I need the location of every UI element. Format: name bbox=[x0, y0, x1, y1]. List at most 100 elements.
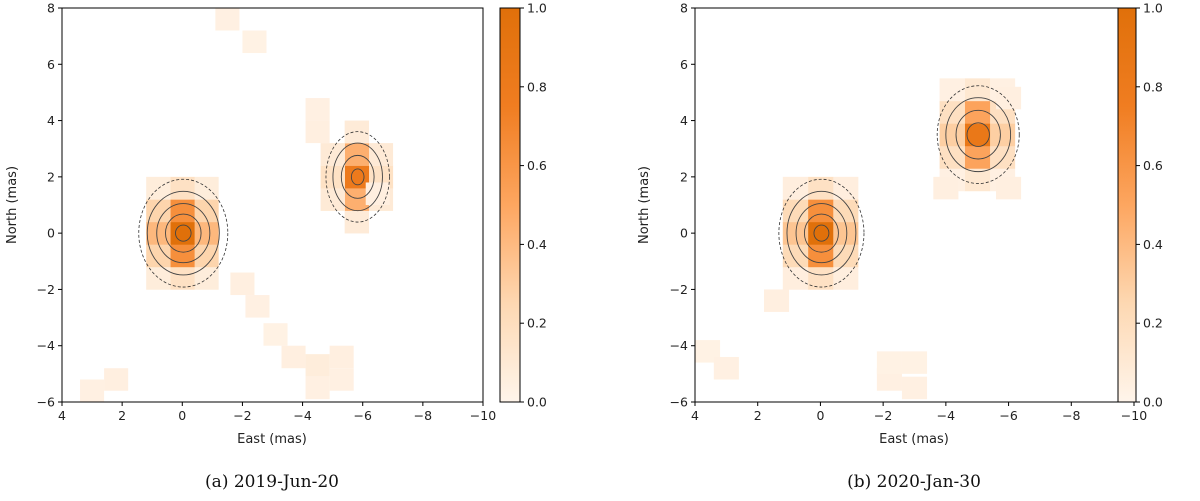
heatmap-cell bbox=[832, 176, 859, 200]
panel-a: 4 2 0 −2 −4 −6 −8 −10 −6 −4 −2 0 2 4 6 8 East (mas) No… bbox=[5, 1, 547, 493]
colorbar-tick-label: 1.0 bbox=[527, 1, 547, 16]
contour-line bbox=[803, 213, 839, 253]
y-tick-label: −6 bbox=[37, 395, 55, 410]
heatmap-cell bbox=[964, 168, 991, 192]
contour-line bbox=[340, 154, 375, 199]
heatmap-cell bbox=[344, 143, 370, 166]
x-tick-label: 4 bbox=[58, 408, 66, 423]
heatmap-cell bbox=[104, 368, 129, 391]
heatmap-cell bbox=[146, 221, 171, 245]
x-tick-label: −4 bbox=[293, 408, 311, 423]
heatmap-cell bbox=[230, 272, 255, 296]
heatmap-cell bbox=[782, 176, 809, 200]
contour-line bbox=[813, 224, 830, 242]
heatmap-cell bbox=[996, 176, 1022, 200]
x-axis-label-a: East (mas) bbox=[237, 432, 307, 447]
heatmap-cell bbox=[170, 266, 195, 290]
contour-line bbox=[786, 190, 857, 276]
heatmap-cell bbox=[763, 289, 790, 312]
contours-b bbox=[778, 85, 1020, 288]
heatmap-cell bbox=[194, 266, 219, 290]
heatmap-cell bbox=[996, 86, 1022, 110]
contour-line bbox=[138, 178, 229, 288]
heatmap-cell bbox=[320, 188, 345, 211]
heatmap-cell bbox=[305, 354, 330, 377]
colorbar-tick-label: 0.0 bbox=[1143, 395, 1163, 410]
x-tick-label: −2 bbox=[233, 408, 251, 423]
heatmap-cell bbox=[964, 78, 991, 102]
heatmap-cell bbox=[832, 266, 859, 290]
heatmap-cell bbox=[933, 176, 959, 200]
x-tick-label: −6 bbox=[999, 408, 1017, 423]
heatmap-cell bbox=[170, 176, 195, 200]
y-tick-label: −2 bbox=[37, 282, 55, 297]
y-axis-ticks-b: −6 −4 −2 0 2 4 6 8 bbox=[670, 1, 695, 410]
heatmap-cell bbox=[807, 176, 834, 200]
colorbar-tick-label: 0.0 bbox=[527, 395, 547, 410]
y-axis-label-a: North (mas) bbox=[5, 166, 20, 244]
contour-line bbox=[945, 97, 1012, 173]
colorbar-tick-label: 0.2 bbox=[1143, 316, 1163, 331]
y-tick-label: 8 bbox=[680, 1, 688, 16]
heatmap-cell bbox=[939, 123, 965, 147]
heatmap-cell bbox=[832, 221, 859, 245]
heatmap-cells-b bbox=[695, 78, 1022, 400]
heatmap-cell bbox=[964, 123, 991, 147]
heatmap-cell bbox=[964, 100, 991, 124]
x-tick-label: −8 bbox=[414, 408, 432, 423]
contour-line bbox=[795, 203, 848, 264]
x-axis-label-b: East (mas) bbox=[879, 432, 949, 447]
plot-frame-a bbox=[61, 7, 484, 403]
heatmap-cell bbox=[832, 199, 859, 223]
y-tick-label: 2 bbox=[47, 169, 55, 184]
x-axis-ticks-a: 4 2 0 −2 −4 −6 −8 −10 bbox=[58, 402, 496, 423]
contour-line bbox=[175, 224, 192, 242]
x-axis-ticks-b: 4 2 0 −2 −4 −6 −8 −10 bbox=[691, 402, 1147, 423]
heatmap-cell bbox=[782, 221, 809, 245]
y-tick-label: 8 bbox=[47, 1, 55, 16]
heatmap-cell bbox=[245, 295, 270, 318]
heatmap-cell bbox=[305, 120, 330, 144]
heatmap-cell bbox=[215, 8, 240, 31]
x-tick-label: −4 bbox=[937, 408, 955, 423]
heatmap-cell bbox=[782, 266, 809, 290]
y-axis-label-b: North (mas) bbox=[637, 166, 652, 244]
heatmap-cells-a bbox=[80, 8, 394, 402]
heatmap-cell bbox=[964, 145, 991, 169]
x-tick-label: 2 bbox=[754, 408, 762, 423]
contour-line bbox=[966, 122, 990, 147]
heatmap-cell bbox=[194, 244, 219, 268]
y-tick-label: 2 bbox=[680, 169, 688, 184]
colorbar-tick-label: 0.4 bbox=[527, 237, 547, 252]
x-tick-label: −6 bbox=[353, 408, 371, 423]
panel-b: 4 2 0 −2 −4 −6 −8 −10 −6 −4 −2 0 2 4 6 8 East (mas) No… bbox=[637, 1, 1163, 493]
heatmap-cell bbox=[782, 244, 809, 268]
contour-line bbox=[350, 168, 365, 186]
y-tick-label: −6 bbox=[670, 395, 688, 410]
heatmap-cell bbox=[146, 244, 171, 268]
x-tick-label: −2 bbox=[874, 408, 892, 423]
heatmap-cell bbox=[329, 368, 354, 391]
heatmap-cell bbox=[807, 266, 834, 290]
y-tick-label: −4 bbox=[37, 338, 55, 353]
y-axis-ticks-a: −6 −4 −2 0 2 4 6 8 bbox=[37, 1, 62, 410]
contour-line bbox=[955, 109, 1001, 160]
heatmap-cell bbox=[901, 351, 928, 374]
heatmap-cell bbox=[713, 356, 739, 380]
caption-a: (a) 2019-Jun-20 bbox=[205, 472, 339, 492]
y-tick-label: 4 bbox=[680, 113, 688, 128]
contour-line bbox=[332, 142, 383, 212]
heatmap-cell bbox=[344, 165, 370, 189]
heatmap-cell bbox=[807, 199, 834, 223]
contour-line bbox=[165, 213, 202, 253]
x-tick-label: −10 bbox=[470, 408, 496, 423]
colorbar-tick-label: 0.6 bbox=[1143, 158, 1163, 173]
heatmap-cell bbox=[876, 351, 902, 374]
heatmap-cell bbox=[365, 182, 390, 205]
heatmap-cell bbox=[194, 176, 219, 200]
heatmap-cell bbox=[263, 323, 288, 346]
colorbar-tick-label: 0.2 bbox=[527, 316, 547, 331]
heatmap-cell bbox=[782, 199, 809, 223]
colorbar-b bbox=[1117, 7, 1137, 403]
